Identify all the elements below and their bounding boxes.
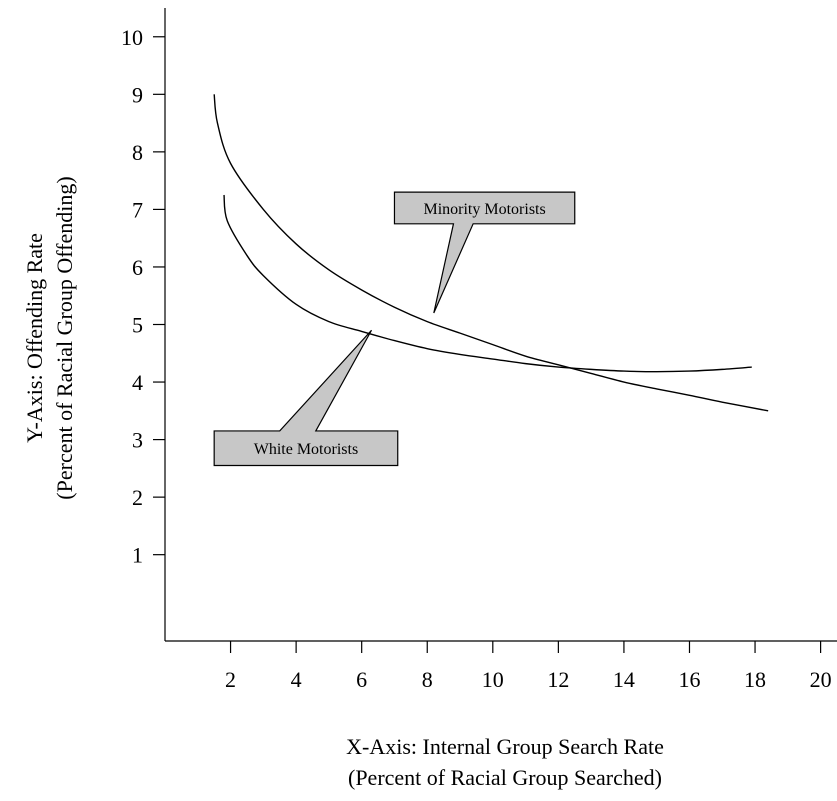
- y-axis-title-line2: (Percent of Racial Group Offending): [52, 176, 77, 499]
- y-tick-label: 2: [132, 485, 143, 510]
- x-tick-label: 6: [356, 667, 367, 692]
- y-axis-title-line1: Y-Axis: Offending Rate: [22, 233, 47, 443]
- axis-titles: X-Axis: Internal Group Search Rate (Perc…: [22, 176, 664, 790]
- minority-motorists-curve: [213, 94, 769, 412]
- y-tick-label: 10: [121, 25, 143, 50]
- x-tick-label: 12: [547, 667, 569, 692]
- x-axis-title-line2: (Percent of Racial Group Searched): [348, 765, 662, 790]
- minority-motorists-callout-box: [393, 191, 576, 314]
- x-tick-label: 8: [422, 667, 433, 692]
- x-tick-label: 18: [744, 667, 766, 692]
- minority-motorists-callout-label: Minority Motorists: [423, 201, 545, 218]
- y-tick-label: 5: [132, 313, 143, 338]
- x-tick-label: 10: [482, 667, 504, 692]
- white-motorists-callout-label: White Motorists: [254, 441, 358, 458]
- x-tick-label: 4: [291, 667, 302, 692]
- white-motorists-callout-box: [213, 329, 399, 467]
- x-tick-label: 2: [225, 667, 236, 692]
- y-tick-label: 7: [132, 197, 143, 222]
- x-axis-title-line1: X-Axis: Internal Group Search Rate: [346, 734, 664, 759]
- y-tick-label: 3: [132, 428, 143, 453]
- y-tick-label: 9: [132, 82, 143, 107]
- x-tick-label: 20: [810, 667, 832, 692]
- white-motorists-curve: [223, 194, 752, 373]
- y-tick-label: 6: [132, 255, 143, 280]
- x-tick-label: 14: [613, 667, 635, 692]
- y-tick-label: 4: [132, 370, 143, 395]
- curves: [213, 94, 769, 412]
- y-tick-label: 1: [132, 543, 143, 568]
- callouts: Minority Motorists White Motorists: [213, 191, 576, 467]
- y-tick-label: 8: [132, 140, 143, 165]
- x-tick-label: 16: [678, 667, 700, 692]
